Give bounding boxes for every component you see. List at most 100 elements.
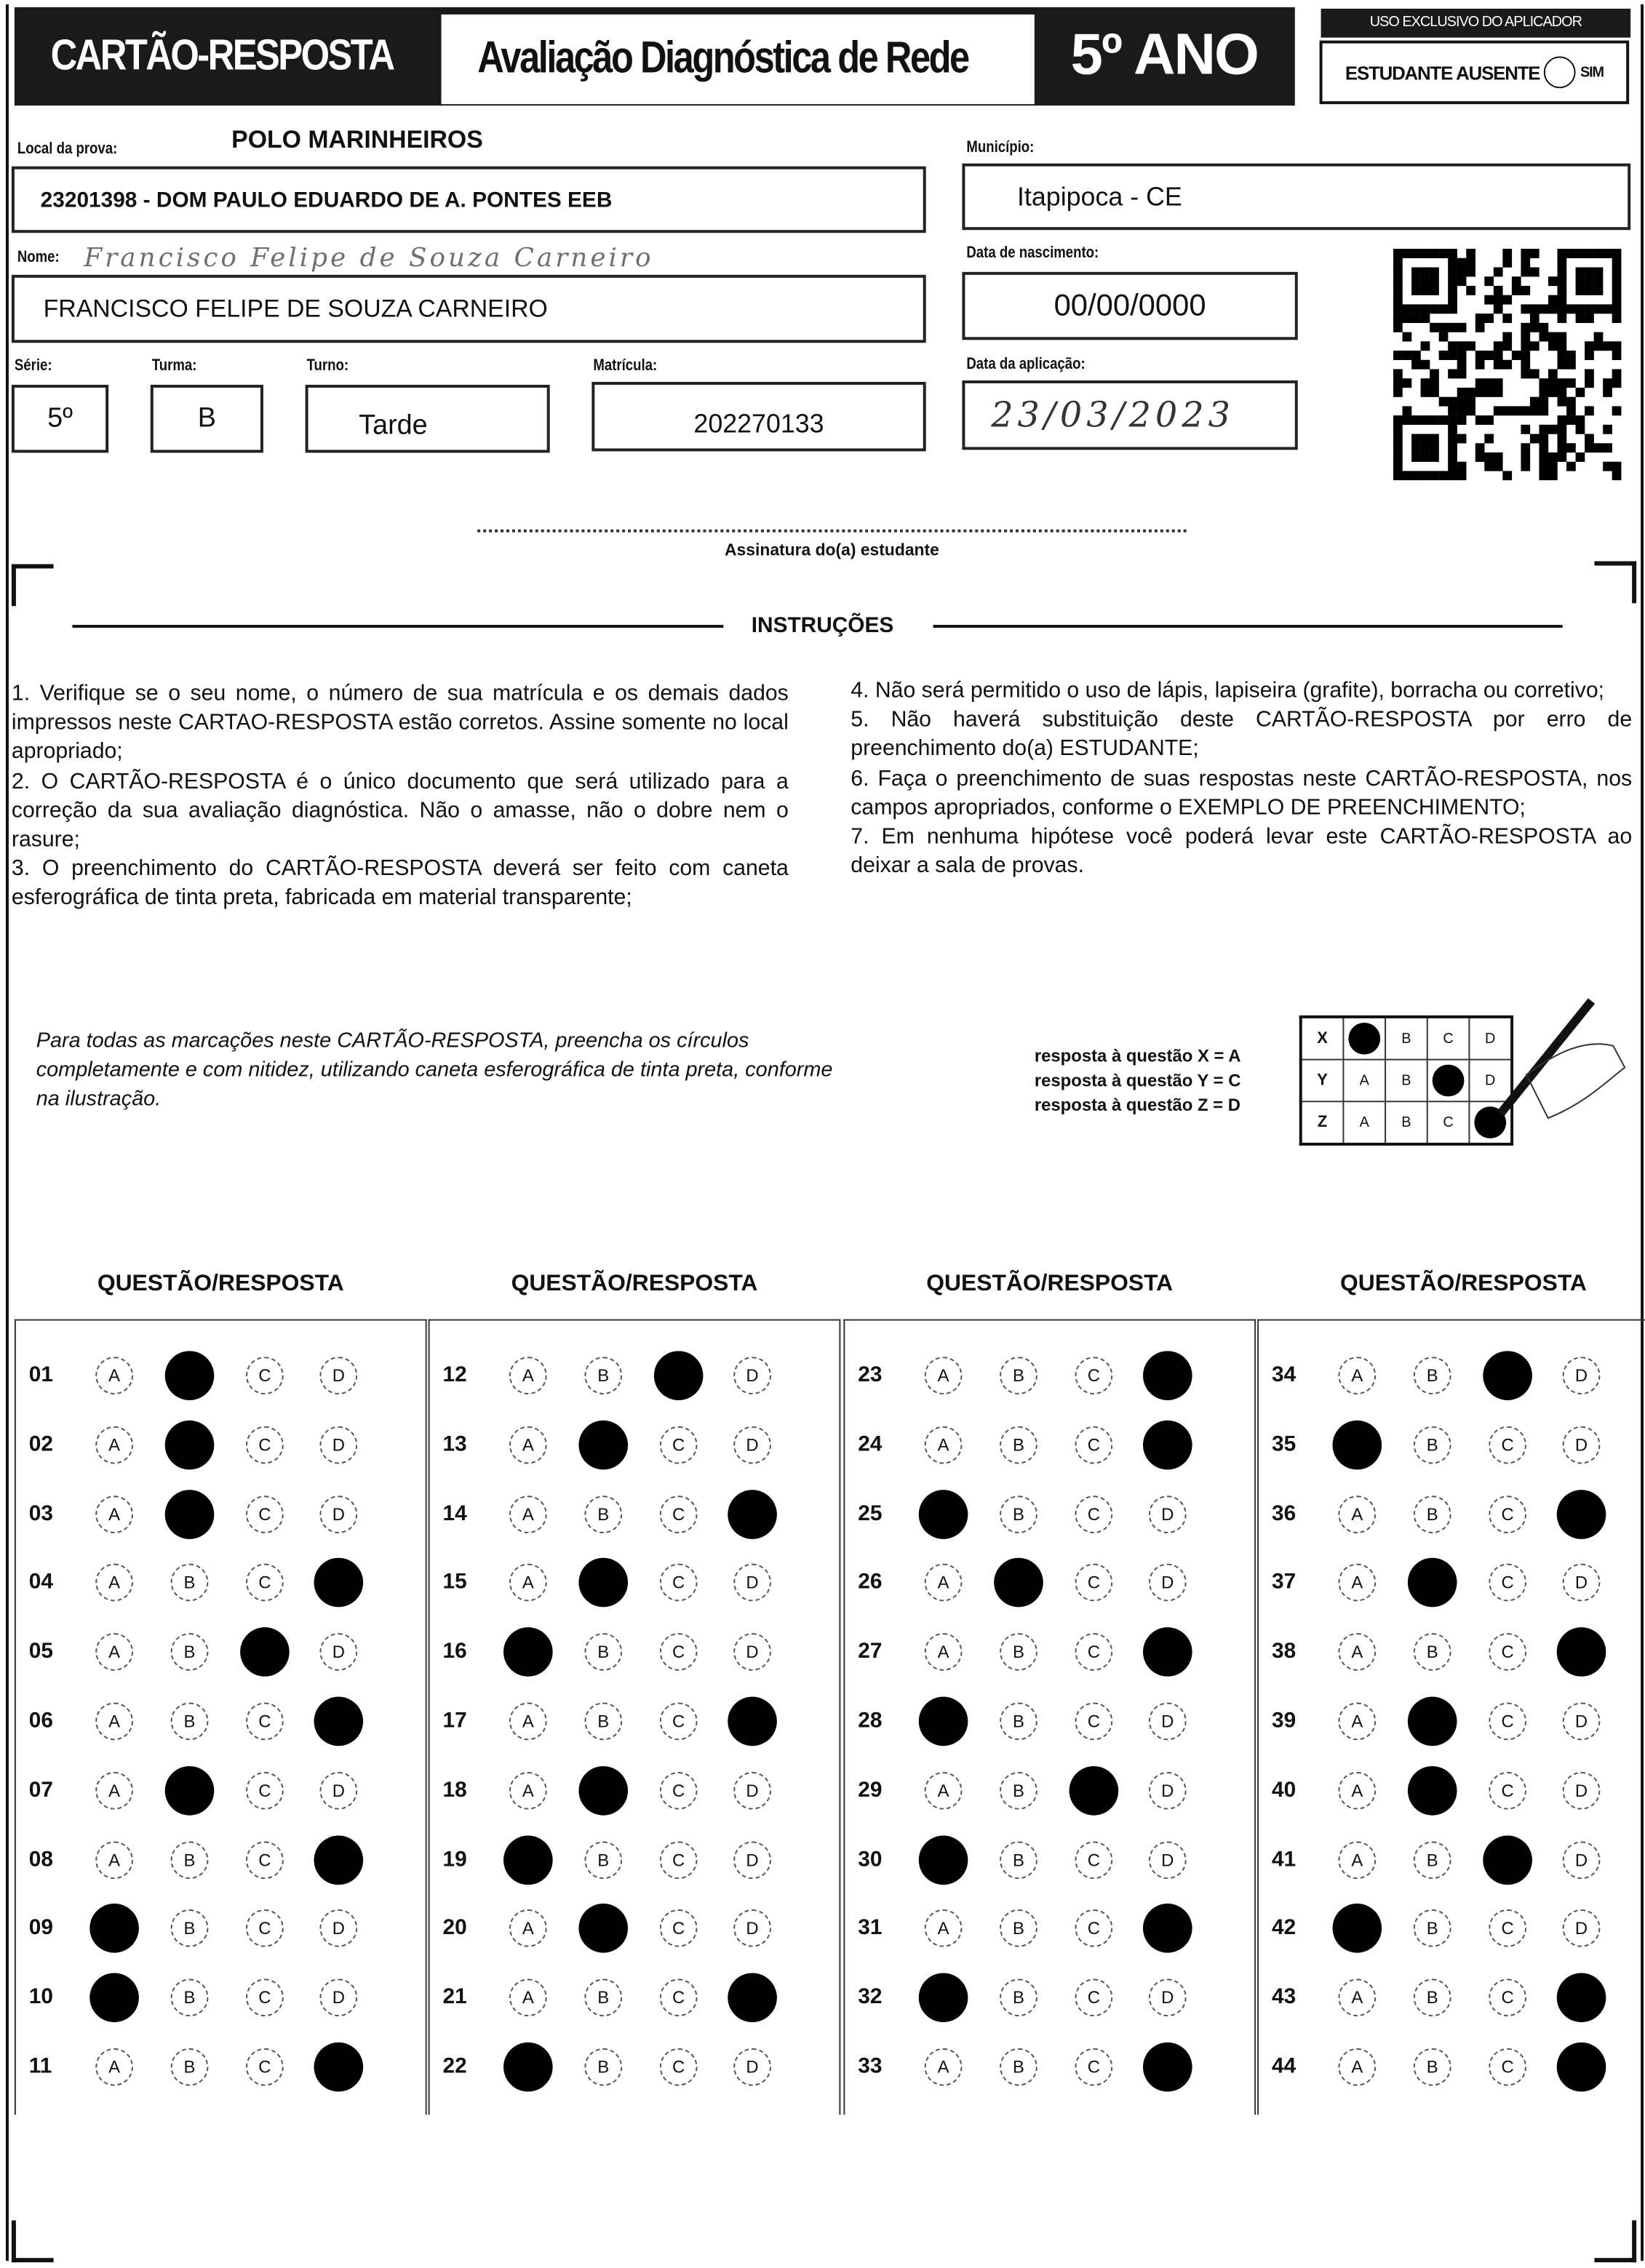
answer-bubble[interactable]: C <box>246 1495 284 1533</box>
filled-answer-bubble[interactable] <box>314 2042 364 2092</box>
filled-answer-bubble[interactable] <box>503 1627 553 1677</box>
answer-bubble[interactable]: D <box>319 1771 358 1810</box>
answer-bubble[interactable]: D <box>733 1426 771 1464</box>
answer-bubble[interactable]: A <box>95 1771 133 1810</box>
answer-bubble[interactable]: B <box>584 1495 623 1533</box>
answer-bubble[interactable]: A <box>1338 1771 1377 1810</box>
answer-bubble[interactable]: A <box>924 2048 963 2086</box>
answer-bubble[interactable]: D <box>733 1840 771 1879</box>
answer-bubble[interactable]: D <box>319 1495 358 1533</box>
nascimento-field[interactable]: 00/00/0000 <box>962 271 1298 340</box>
answer-bubble[interactable]: A <box>509 1564 547 1602</box>
answer-bubble[interactable]: A <box>95 1840 133 1879</box>
answer-bubble[interactable]: A <box>1338 1357 1377 1395</box>
answer-bubble[interactable]: A <box>509 1426 547 1464</box>
filled-answer-bubble[interactable] <box>1556 1627 1606 1677</box>
answer-bubble[interactable]: B <box>1413 1633 1451 1672</box>
answer-bubble[interactable]: C <box>659 1495 698 1533</box>
answer-bubble[interactable]: B <box>584 1978 623 2017</box>
answer-bubble[interactable]: C <box>1075 1702 1113 1741</box>
absent-checkbox[interactable] <box>1544 56 1577 89</box>
filled-answer-bubble[interactable] <box>653 1351 704 1400</box>
answer-bubble[interactable]: C <box>246 1357 284 1395</box>
answer-bubble[interactable]: A <box>924 1909 963 1948</box>
answer-bubble[interactable]: B <box>170 1702 209 1741</box>
answer-bubble[interactable]: A <box>509 1702 547 1741</box>
answer-bubble[interactable]: C <box>1489 1633 1526 1672</box>
answer-bubble[interactable]: A <box>924 1426 963 1464</box>
answer-bubble[interactable]: A <box>95 1495 133 1533</box>
filled-answer-bubble[interactable] <box>728 1489 777 1539</box>
answer-bubble[interactable]: D <box>1562 1702 1601 1741</box>
answer-bubble[interactable]: C <box>1075 1909 1113 1948</box>
answer-bubble[interactable]: C <box>659 1771 698 1810</box>
answer-bubble[interactable]: D <box>1562 1564 1601 1602</box>
answer-bubble[interactable]: A <box>924 1564 963 1602</box>
answer-bubble[interactable]: D <box>319 1357 358 1395</box>
answer-bubble[interactable]: C <box>659 1564 698 1602</box>
answer-bubble[interactable]: C <box>246 1564 284 1602</box>
answer-bubble[interactable]: C <box>659 1633 698 1672</box>
matricula-field[interactable]: 202270133 <box>592 381 926 452</box>
filled-answer-bubble[interactable] <box>1556 1973 1606 2023</box>
answer-bubble[interactable]: A <box>95 1702 133 1741</box>
answer-bubble[interactable]: D <box>319 1909 358 1948</box>
answer-bubble[interactable]: C <box>1489 1978 1526 2017</box>
answer-bubble[interactable]: C <box>1075 1633 1113 1672</box>
answer-bubble[interactable]: D <box>319 1426 358 1464</box>
filled-answer-bubble[interactable] <box>1142 1420 1192 1470</box>
nome-field[interactable]: FRANCISCO FELIPE DE SOUZA CARNEIRO <box>11 274 926 343</box>
filled-answer-bubble[interactable] <box>1407 1765 1457 1816</box>
answer-bubble[interactable]: D <box>733 1357 771 1395</box>
serie-field[interactable]: 5º <box>11 384 109 453</box>
answer-bubble[interactable]: C <box>246 1771 284 1810</box>
answer-bubble[interactable]: C <box>1489 1495 1526 1533</box>
answer-bubble[interactable]: C <box>246 2048 284 2086</box>
answer-bubble[interactable]: D <box>1562 1357 1601 1395</box>
filled-answer-bubble[interactable] <box>578 1558 629 1608</box>
answer-bubble[interactable]: A <box>509 1909 547 1948</box>
filled-answer-bubble[interactable] <box>1407 1558 1457 1608</box>
answer-bubble[interactable]: D <box>1562 1426 1601 1464</box>
answer-bubble[interactable]: B <box>1000 1978 1037 2017</box>
answer-bubble[interactable]: A <box>1338 1564 1377 1602</box>
answer-bubble[interactable]: C <box>659 1909 698 1948</box>
answer-bubble[interactable]: B <box>1413 1840 1451 1879</box>
answer-bubble[interactable]: A <box>95 2048 133 2086</box>
filled-answer-bubble[interactable] <box>578 1904 629 1954</box>
answer-bubble[interactable]: D <box>319 1633 358 1672</box>
filled-answer-bubble[interactable] <box>89 1904 139 1954</box>
answer-bubble[interactable]: C <box>246 1426 284 1464</box>
filled-answer-bubble[interactable] <box>1483 1351 1532 1400</box>
answer-bubble[interactable]: C <box>246 1702 284 1741</box>
answer-bubble[interactable]: B <box>170 2048 209 2086</box>
answer-bubble[interactable]: C <box>659 1978 698 2017</box>
answer-bubble[interactable]: B <box>1000 1909 1037 1948</box>
filled-answer-bubble[interactable] <box>164 1489 215 1539</box>
answer-bubble[interactable]: D <box>733 1633 771 1672</box>
answer-bubble[interactable]: B <box>1413 2048 1451 2086</box>
answer-bubble[interactable]: A <box>509 1771 547 1810</box>
filled-answer-bubble[interactable] <box>240 1627 290 1677</box>
answer-bubble[interactable]: C <box>246 1978 284 2017</box>
answer-bubble[interactable]: C <box>1489 1426 1526 1464</box>
answer-bubble[interactable]: D <box>1148 1771 1187 1810</box>
filled-answer-bubble[interactable] <box>1556 2042 1606 2092</box>
answer-bubble[interactable]: C <box>659 1426 698 1464</box>
answer-bubble[interactable]: A <box>1338 1633 1377 1672</box>
filled-answer-bubble[interactable] <box>1142 1627 1192 1677</box>
answer-bubble[interactable]: B <box>1413 1978 1451 2017</box>
filled-answer-bubble[interactable] <box>1556 1489 1606 1539</box>
answer-bubble[interactable]: C <box>659 1840 698 1879</box>
answer-bubble[interactable]: B <box>584 2048 623 2086</box>
answer-bubble[interactable]: B <box>1000 1702 1037 1741</box>
answer-bubble[interactable]: A <box>1338 1978 1377 2017</box>
filled-answer-bubble[interactable] <box>1142 2042 1192 2092</box>
answer-bubble[interactable]: D <box>1148 1702 1187 1741</box>
answer-bubble[interactable]: A <box>509 1495 547 1533</box>
filled-answer-bubble[interactable] <box>1069 1765 1119 1816</box>
answer-bubble[interactable]: D <box>733 1909 771 1948</box>
filled-answer-bubble[interactable] <box>728 1973 777 2023</box>
filled-answer-bubble[interactable] <box>918 1696 968 1746</box>
answer-bubble[interactable]: B <box>1000 1633 1037 1672</box>
